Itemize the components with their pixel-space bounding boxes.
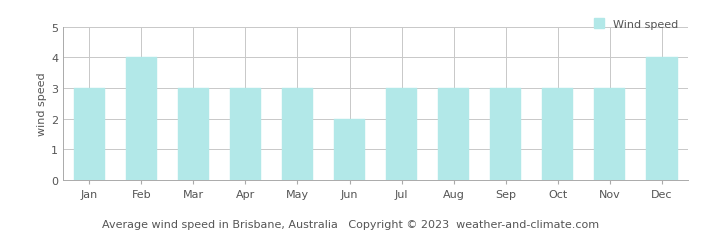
Bar [334, 119, 365, 180]
Bar [74, 89, 105, 180]
Bar [230, 89, 261, 180]
Bar [595, 89, 625, 180]
Bar [178, 89, 209, 180]
Text: Average wind speed in Brisbane, Australia   Copyright © 2023  weather-and-climat: Average wind speed in Brisbane, Australi… [102, 219, 600, 229]
Bar [647, 58, 677, 180]
Bar [542, 89, 574, 180]
Bar [282, 89, 313, 180]
Bar [490, 89, 522, 180]
Bar [386, 89, 417, 180]
Legend: Wind speed: Wind speed [590, 15, 682, 34]
Bar [126, 58, 157, 180]
Y-axis label: wind speed: wind speed [37, 72, 47, 136]
Bar [438, 89, 469, 180]
